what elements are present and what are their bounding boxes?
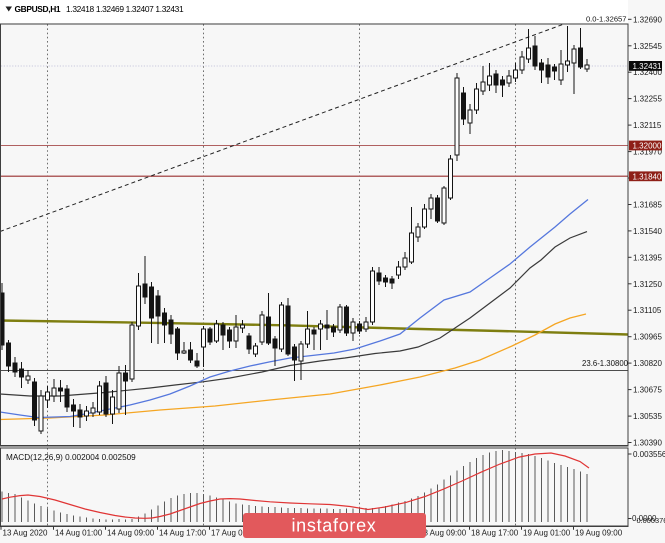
svg-text:1.30390: 1.30390 (633, 439, 662, 448)
svg-text:23.6-1.30800: 23.6-1.30800 (582, 359, 629, 368)
svg-text:instaforex: instaforex (291, 516, 376, 536)
svg-text:18 Aug 17:00: 18 Aug 17:00 (471, 528, 519, 537)
svg-text:18 Aug 09:00: 18 Aug 09:00 (419, 528, 467, 537)
svg-text:1.30820: 1.30820 (633, 359, 662, 368)
svg-text:1.30675: 1.30675 (633, 386, 662, 395)
svg-text:1.31685: 1.31685 (633, 201, 662, 210)
svg-text:1.32255: 1.32255 (633, 95, 662, 104)
svg-text:1.31250: 1.31250 (633, 280, 662, 289)
svg-text:0.003556: 0.003556 (633, 450, 665, 459)
svg-text:1.32115: 1.32115 (633, 121, 662, 130)
svg-text:1.32400: 1.32400 (633, 68, 662, 77)
svg-text:1.32000: 1.32000 (633, 142, 662, 151)
svg-text:19 Aug 01:00: 19 Aug 01:00 (523, 528, 571, 537)
svg-text:1.31840: 1.31840 (633, 172, 662, 181)
svg-text:14 Aug 09:00: 14 Aug 09:00 (107, 528, 155, 537)
svg-text:GBPUSD,H1 1.32418 1.32469 1.3: GBPUSD,H1 1.32418 1.32469 1.32407 1.3243… (15, 4, 184, 14)
svg-text:1.31970: 1.31970 (633, 148, 662, 157)
svg-text:1.31395: 1.31395 (633, 253, 662, 262)
svg-text:14 Aug 17:00: 14 Aug 17:00 (159, 528, 207, 537)
svg-text:1.31105: 1.31105 (633, 306, 662, 315)
svg-text:MACD(12,26,9) 0.002004 0.00250: MACD(12,26,9) 0.002004 0.002509 (6, 453, 136, 462)
svg-text:17 Aug 01:00: 17 Aug 01:00 (211, 528, 259, 537)
svg-text:1.30965: 1.30965 (633, 333, 662, 342)
svg-text:1.31540: 1.31540 (633, 227, 662, 236)
svg-text:1.32545: 1.32545 (633, 42, 662, 51)
svg-text:1.30535: 1.30535 (633, 412, 662, 421)
svg-text:1.32431: 1.32431 (633, 62, 662, 71)
svg-text:0.0000: 0.0000 (632, 514, 657, 523)
svg-text:14 Aug 01:00: 14 Aug 01:00 (55, 528, 103, 537)
svg-text:1.32690: 1.32690 (633, 15, 662, 24)
svg-text:13 Aug 2020: 13 Aug 2020 (3, 528, 48, 537)
svg-text:0.000376: 0.000376 (637, 516, 665, 525)
svg-text:0.0-1.32657: 0.0-1.32657 (586, 15, 627, 24)
svg-text:19 Aug 09:00: 19 Aug 09:00 (575, 528, 623, 537)
